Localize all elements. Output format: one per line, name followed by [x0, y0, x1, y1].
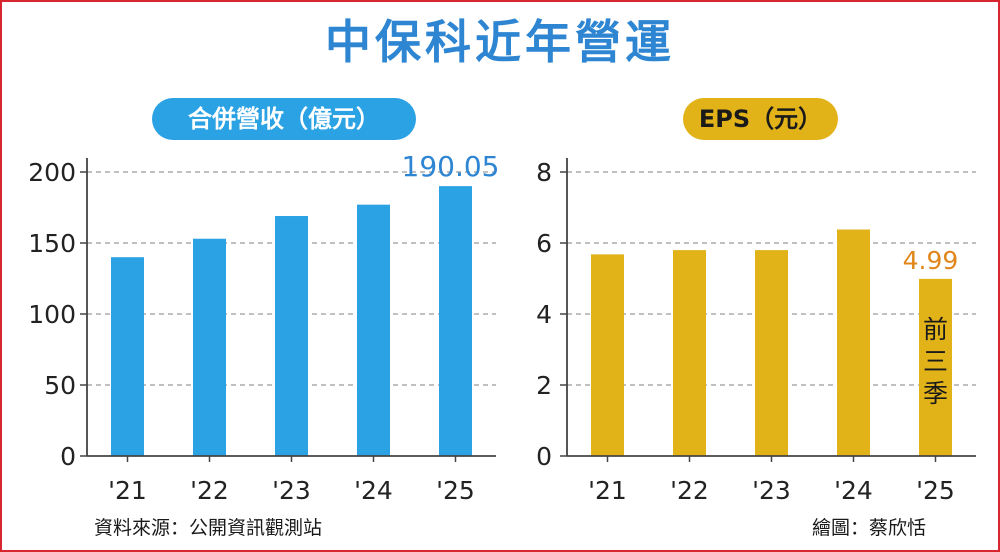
revenue-ytick-label: 50 — [44, 371, 76, 400]
eps-ytick-label: 4 — [536, 300, 552, 329]
revenue-bar-2 — [275, 216, 308, 456]
revenue-xtick-label: '24 — [354, 476, 393, 505]
revenue-chart-title: 合併營收（億元） — [152, 98, 416, 140]
eps-bar-1 — [673, 250, 706, 456]
revenue-bar-3 — [357, 204, 390, 456]
eps-chart-title: EPS（元） — [683, 98, 838, 140]
eps-bar-2 — [755, 250, 788, 456]
eps-ytick-label: 2 — [536, 371, 552, 400]
eps-value-label: 4.99 — [903, 246, 959, 275]
source-note: 資料來源：公開資訊觀測站 — [94, 517, 323, 539]
revenue-ytick-label: 0 — [60, 442, 76, 471]
eps-period-note-char: 季 — [923, 379, 948, 408]
revenue-ytick-label: 200 — [28, 158, 76, 187]
eps-xtick-label: '22 — [670, 476, 709, 505]
revenue-bar-1 — [193, 238, 226, 456]
revenue-ytick-label: 100 — [28, 300, 76, 329]
eps-xtick-label: '25 — [916, 476, 955, 505]
revenue-ytick-label: 150 — [28, 229, 76, 258]
revenue-value-label: 190.05 — [402, 150, 500, 183]
revenue-bar-4 — [439, 186, 472, 456]
eps-period-note-char: 前 — [923, 315, 948, 344]
revenue-bar-0 — [111, 257, 144, 456]
eps-bar-0 — [591, 254, 624, 456]
eps-ytick-label: 8 — [536, 158, 552, 187]
page-title: 中保科近年營運 — [325, 15, 675, 69]
eps-bar-3 — [837, 229, 870, 456]
credit-note: 繪圖：蔡欣恬 — [812, 517, 927, 539]
revenue-xtick-label: '21 — [108, 476, 147, 505]
eps-bar-4 — [919, 278, 952, 456]
eps-ytick-label: 6 — [536, 229, 552, 258]
revenue-xtick-label: '23 — [272, 476, 311, 505]
eps-xtick-label: '24 — [834, 476, 873, 505]
revenue-xtick-label: '22 — [190, 476, 229, 505]
eps-xtick-label: '23 — [752, 476, 791, 505]
eps-period-note-char: 三 — [923, 347, 948, 376]
revenue-xtick-label: '25 — [436, 476, 475, 505]
eps-ytick-label: 0 — [536, 442, 552, 471]
eps-xtick-label: '21 — [588, 476, 627, 505]
